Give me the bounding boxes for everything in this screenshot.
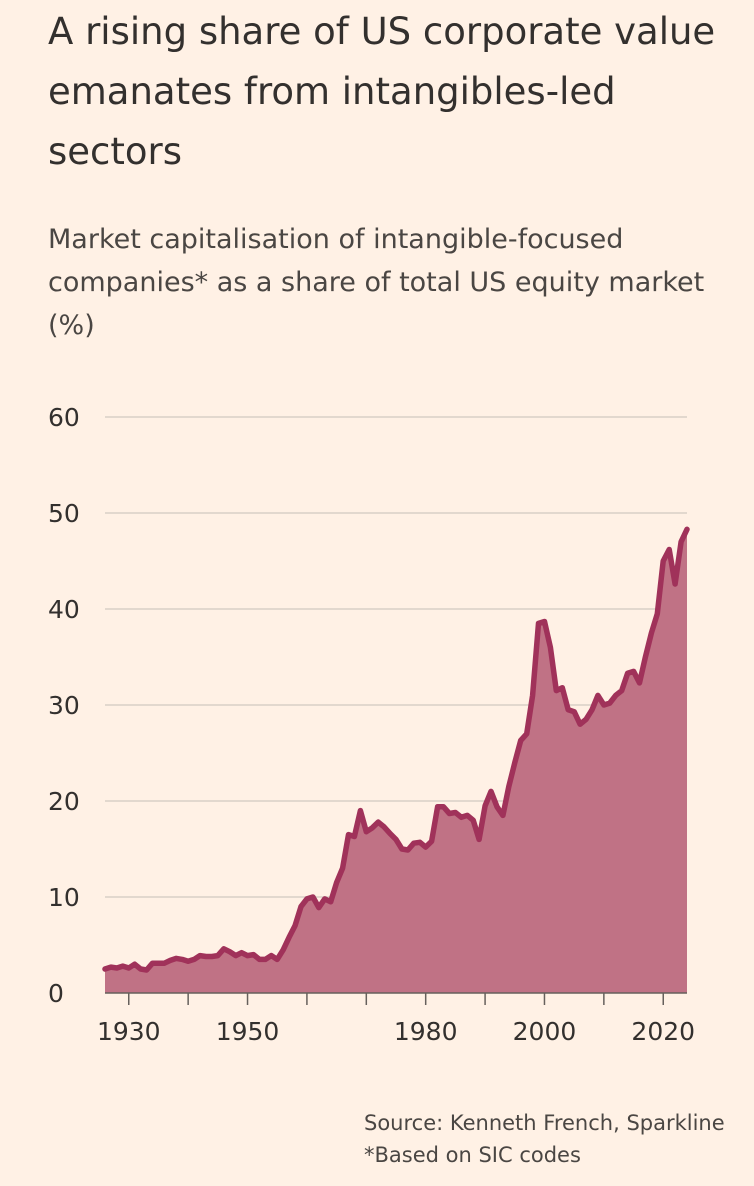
y-tick-label: 0 xyxy=(48,979,64,1008)
source-block: Source: Kenneth French, Sparkline *Based… xyxy=(364,1107,725,1171)
plot-area xyxy=(102,526,690,993)
chart-svg: 0 10 20 30 40 50 60 1930 1950 1980 2000 2020 xyxy=(48,403,695,1046)
chart-title: A rising share of US corporate value ema… xyxy=(48,10,716,173)
x-tick-label: 2020 xyxy=(631,1017,695,1046)
y-axis-ticks: 0 10 20 30 40 50 60 xyxy=(48,403,80,1008)
x-tick-label: 1980 xyxy=(394,1017,458,1046)
series-line xyxy=(102,526,690,973)
y-tick-label: 40 xyxy=(48,595,80,624)
x-tick-label: 2000 xyxy=(513,1017,577,1046)
x-tick-label: 1930 xyxy=(97,1017,161,1046)
footnote: *Based on SIC codes xyxy=(364,1143,581,1167)
y-tick-label: 30 xyxy=(48,691,80,720)
y-tick-label: 20 xyxy=(48,787,80,816)
chart-subtitle: Market capitalisation of intangible-focu… xyxy=(48,224,705,341)
gridlines xyxy=(105,416,687,898)
y-tick-label: 50 xyxy=(48,499,80,528)
x-axis-ticks: 1930 1950 1980 2000 2020 xyxy=(97,992,695,1046)
y-tick-label: 60 xyxy=(48,403,80,432)
x-tick-label: 1950 xyxy=(216,1017,280,1046)
area-fill xyxy=(105,529,687,993)
source-note: Source: Kenneth French, Sparkline xyxy=(364,1111,725,1135)
y-tick-label: 10 xyxy=(48,883,80,912)
